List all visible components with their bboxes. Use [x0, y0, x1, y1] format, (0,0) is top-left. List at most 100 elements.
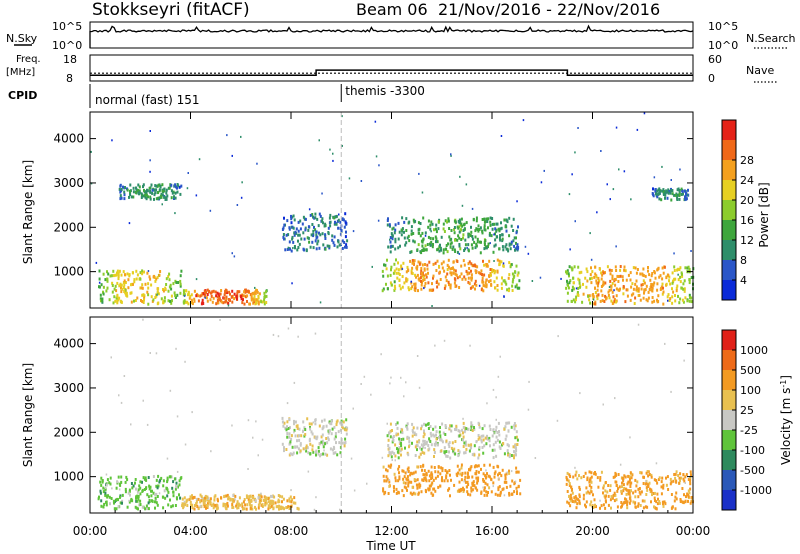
heat-cell-scatter	[147, 270, 150, 272]
heat-cell-4	[389, 429, 392, 433]
heat-cell-5	[412, 218, 415, 222]
heat-cell-3	[283, 216, 285, 220]
heat-cell-5	[567, 479, 570, 483]
heat-cell-5	[575, 496, 578, 500]
heat-cell-3	[302, 231, 305, 235]
heat-cell-1	[251, 507, 254, 511]
heat-cell-1	[137, 189, 139, 192]
date-range-label: 21/Nov/2016 - 22/Nov/2016	[438, 0, 660, 19]
heat-cell-6	[577, 286, 580, 290]
heat-cell-0	[102, 285, 105, 289]
heat-cell-6	[565, 286, 568, 290]
heat-cell-0	[155, 501, 158, 505]
heat-cell-1	[229, 497, 232, 501]
heat-cell-2	[308, 422, 311, 426]
heat-cell-scatter	[247, 468, 249, 470]
heat-cell-6	[674, 294, 676, 297]
heat-cell-4	[462, 435, 465, 439]
heat-cell-scatter	[458, 252, 461, 255]
heat-cell-7	[658, 189, 661, 193]
heat-cell-5	[475, 227, 478, 231]
heat-cell-1	[124, 186, 126, 189]
heat-cell-scatter	[557, 335, 559, 338]
heat-cell-2	[318, 424, 321, 428]
heat-cell-6	[591, 293, 594, 297]
heat-cell-2	[296, 427, 299, 430]
heat-cell-4	[414, 284, 417, 288]
heat-cell-scatter	[111, 139, 113, 142]
heat-cell-5	[615, 484, 618, 487]
heat-cell-4	[478, 436, 481, 440]
heat-cell-scatter	[186, 187, 189, 190]
heat-cell-1	[225, 494, 228, 498]
heat-cell-5	[495, 222, 498, 226]
heat-cell-4	[516, 286, 519, 290]
heat-cell-3	[291, 235, 294, 239]
heat-cell-0	[169, 498, 171, 502]
heat-cell-2	[231, 300, 234, 304]
heat-cell-scatter	[423, 287, 425, 290]
heat-cell-2	[246, 300, 248, 303]
heat-cell-5	[495, 228, 498, 232]
heat-cell-5	[684, 475, 687, 479]
colorbar-tick-label: 25	[740, 404, 754, 417]
heat-cell-scatter	[391, 459, 393, 461]
heat-cell-3	[449, 494, 451, 498]
heat-cell-4	[467, 276, 470, 280]
heat-cell-3	[382, 489, 385, 493]
heat-cell-6	[608, 288, 611, 292]
heat-cell-1	[267, 507, 270, 511]
heat-cell-scatter	[612, 188, 615, 191]
heat-cell-3	[476, 464, 478, 468]
heat-cell-6	[603, 300, 606, 303]
heat-cell-0	[147, 476, 150, 479]
heat-cell-0	[175, 481, 178, 485]
heat-cell-3	[476, 488, 479, 492]
heat-cell-5	[437, 220, 440, 224]
heat-cell-4	[407, 286, 410, 290]
heat-cell-0	[166, 494, 169, 498]
heat-cell-4	[395, 433, 398, 437]
heat-cell-3	[385, 475, 388, 479]
heat-cell-1	[174, 183, 177, 187]
heat-cell-2	[243, 290, 246, 294]
heat-cell-4	[386, 258, 388, 262]
heat-cell-5	[622, 483, 625, 487]
ytick-label: 2000	[53, 220, 84, 234]
heat-cell-5	[625, 498, 628, 502]
heat-cell-4	[469, 286, 472, 290]
heat-cell-3	[304, 226, 307, 230]
heat-cell-scatter	[286, 402, 289, 405]
heat-cell-4	[403, 281, 406, 285]
heat-cell-3	[424, 476, 427, 480]
heat-cell-1	[248, 496, 251, 499]
heat-cell-7	[667, 188, 670, 192]
heat-cell-4	[470, 425, 473, 429]
heat-cell-5	[590, 500, 593, 504]
colorbar-segment	[722, 430, 736, 451]
heat-cell-5	[624, 487, 627, 491]
heat-cell-5	[425, 248, 428, 252]
heat-cell-6	[600, 271, 603, 275]
heat-cell-4	[397, 268, 400, 272]
heat-cell-4	[416, 440, 419, 444]
heat-cell-2	[217, 301, 220, 305]
heat-cell-5	[570, 496, 573, 500]
heat-cell-7	[676, 198, 679, 201]
heat-cell-6	[569, 279, 572, 283]
heat-cell-6	[625, 278, 628, 282]
heat-cell-4	[515, 446, 517, 450]
heat-cell-4	[480, 269, 483, 273]
heat-cell-4	[450, 424, 453, 428]
heat-cell-3	[504, 477, 507, 481]
heat-cell-3	[345, 243, 348, 247]
heat-cell-scatter	[424, 446, 426, 449]
heat-cell-2	[332, 445, 335, 449]
heat-cell-5	[658, 476, 661, 480]
heat-cell-5	[620, 489, 623, 493]
heat-cell-6	[671, 287, 673, 291]
heat-cell-0	[174, 294, 177, 298]
heat-cell-2	[233, 297, 236, 301]
heat-cell-3	[385, 468, 387, 472]
heat-cell-4	[508, 287, 511, 291]
